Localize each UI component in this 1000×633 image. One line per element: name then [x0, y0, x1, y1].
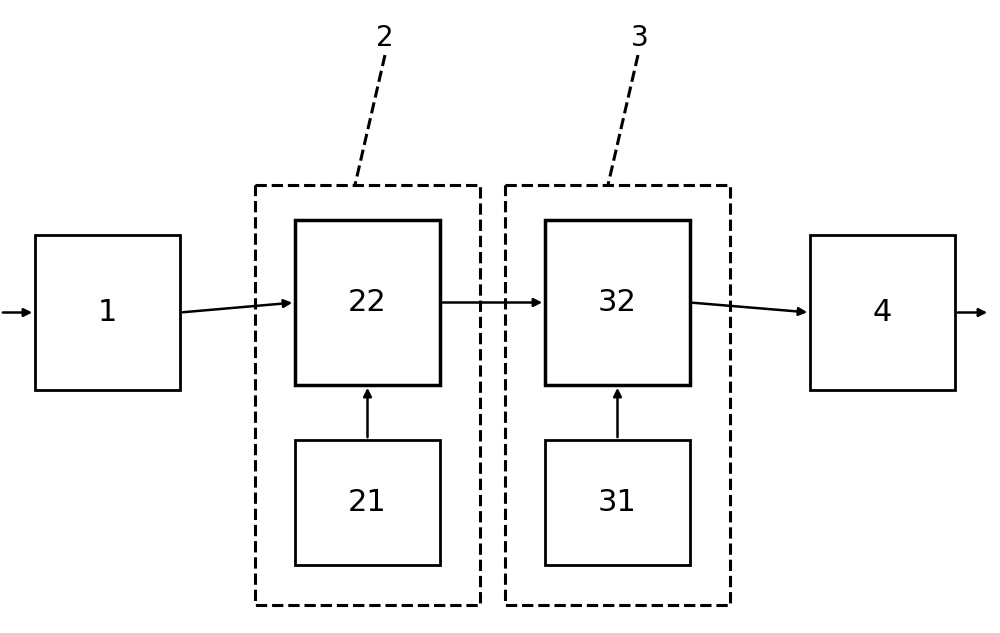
Bar	[545, 220, 690, 385]
Bar	[545, 440, 690, 565]
Bar	[295, 220, 440, 385]
Text: 32: 32	[598, 288, 637, 317]
Bar	[35, 235, 180, 390]
Text: 2: 2	[376, 24, 394, 52]
Text: 4: 4	[873, 298, 892, 327]
Text: 31: 31	[598, 488, 637, 517]
Text: 21: 21	[348, 488, 387, 517]
Text: 1: 1	[98, 298, 117, 327]
Bar	[505, 185, 730, 605]
Bar	[255, 185, 480, 605]
Bar	[295, 440, 440, 565]
Text: 3: 3	[631, 24, 649, 52]
Text: 22: 22	[348, 288, 387, 317]
Bar	[810, 235, 955, 390]
